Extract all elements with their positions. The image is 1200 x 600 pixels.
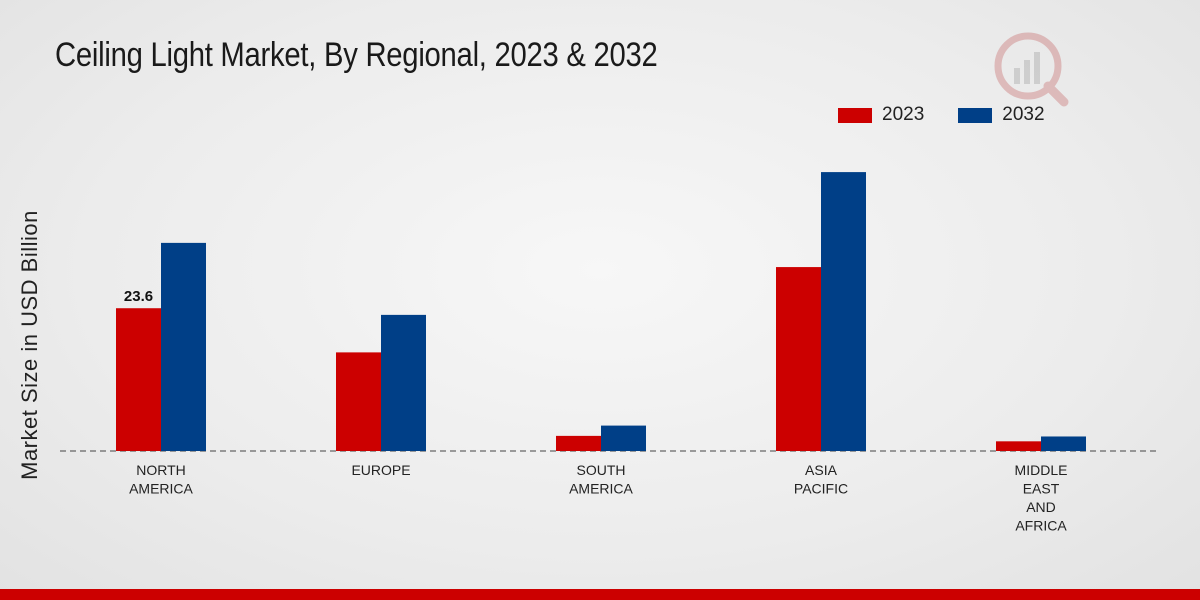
bar-2032-south-america[interactable] xyxy=(601,425,646,451)
bar-2023-middle-east-and-africa[interactable] xyxy=(996,441,1041,451)
legend-label-2023: 2023 xyxy=(882,104,925,125)
brand-logo-icon xyxy=(990,28,1072,110)
legend-swatch-2032 xyxy=(958,107,993,123)
data-label: 23.6 xyxy=(124,288,153,305)
bar-2023-europe[interactable] xyxy=(336,352,381,451)
x-tick-label-middle-east-and-africa: MIDDLE EAST AND AFRICA xyxy=(1015,462,1068,534)
bar-2023-asia-pacific[interactable] xyxy=(776,267,821,451)
chart-legend: 2023 2032 xyxy=(838,104,1079,126)
bar-2023-north-america[interactable] xyxy=(116,308,161,451)
x-tick-label-south-america: SOUTH AMERICA xyxy=(569,462,633,497)
legend-swatch-2023 xyxy=(838,107,872,123)
bar-2032-europe[interactable] xyxy=(381,314,426,451)
legend-label-2032: 2032 xyxy=(1002,104,1045,125)
chart-title: Ceiling Light Market, By Regional, 2023 … xyxy=(55,36,658,74)
x-tick-label-europe: EUROPE xyxy=(351,462,410,478)
bar-2032-north-america[interactable] xyxy=(161,242,206,451)
x-tick-label-asia-pacific: ASIA PACIFIC xyxy=(794,462,848,497)
bar-2023-south-america[interactable] xyxy=(556,435,601,451)
x-tick-label-north-america: NORTH AMERICA xyxy=(129,462,193,497)
bar-2032-middle-east-and-africa[interactable] xyxy=(1041,436,1086,451)
bar-2032-asia-pacific[interactable] xyxy=(821,172,866,451)
legend-item-2032[interactable]: 2032 xyxy=(958,104,1045,126)
legend-item-2023[interactable]: 2023 xyxy=(838,104,924,126)
footer-accent-bar xyxy=(0,589,1200,600)
